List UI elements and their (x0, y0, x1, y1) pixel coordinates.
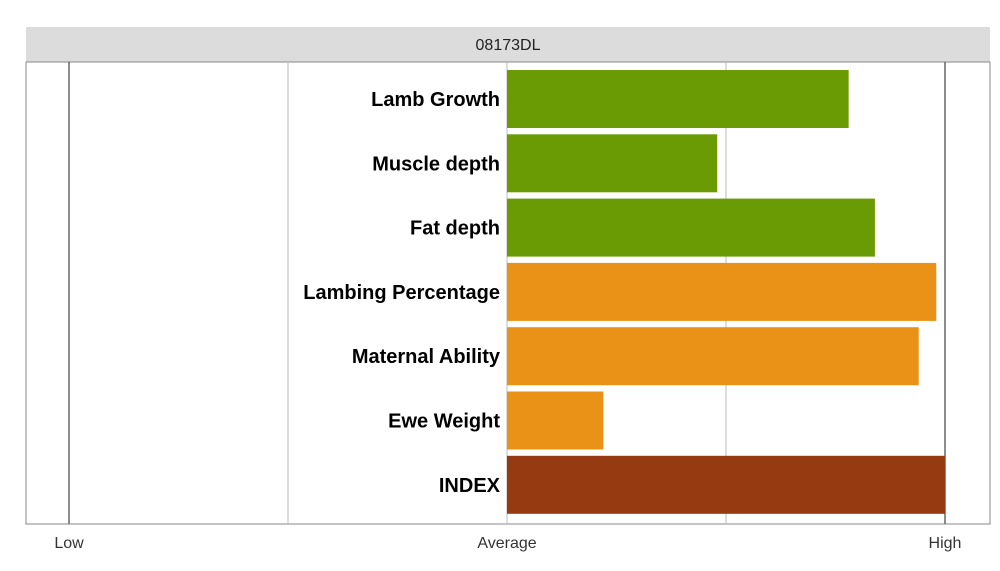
bar (507, 134, 718, 193)
category-label: Ewe Weight (388, 411, 500, 433)
x-axis-ticks: Low Average High (54, 535, 961, 552)
x-tick-label: Average (477, 535, 536, 552)
plot-frame (25, 61, 991, 525)
bar (507, 455, 945, 514)
bar (507, 391, 604, 450)
category-label: Maternal Ability (352, 346, 501, 368)
header-band (26, 27, 990, 62)
chart-title: 08173DL (476, 37, 541, 54)
category-label: Lambing Percentage (303, 282, 500, 304)
bars (507, 70, 945, 514)
bar (507, 262, 937, 321)
category-label: Lamb Growth (371, 89, 500, 111)
bar (507, 198, 875, 257)
bar (507, 327, 919, 386)
x-tick-label: Low (54, 535, 84, 552)
category-label: Fat depth (410, 218, 500, 240)
x-tick-label: High (929, 535, 962, 552)
category-label: Muscle depth (372, 153, 500, 175)
category-label: INDEX (439, 475, 501, 497)
category-labels: Lamb Growth Muscle depth Fat depth Lambing … (303, 89, 501, 497)
bar (507, 70, 849, 128)
